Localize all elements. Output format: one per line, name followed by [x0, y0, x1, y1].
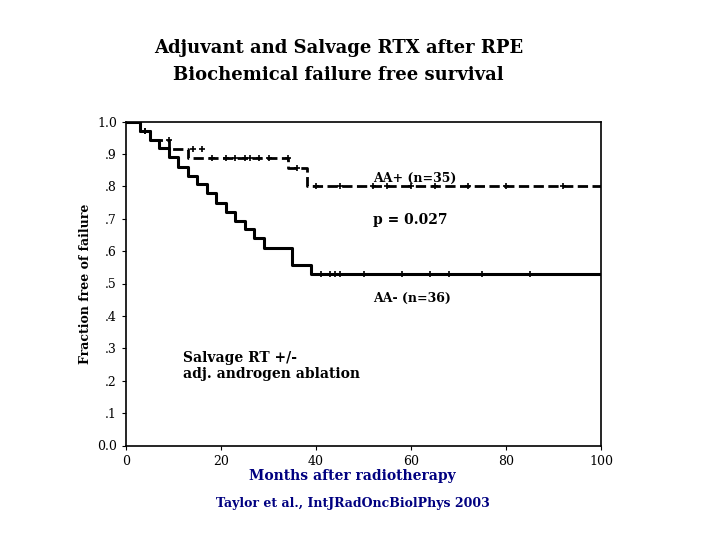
- Text: AA- (n=36): AA- (n=36): [373, 292, 451, 305]
- Y-axis label: Fraction free of failure: Fraction free of failure: [78, 204, 91, 363]
- Text: adj. androgen ablation: adj. androgen ablation: [183, 367, 360, 381]
- Text: Salvage RT +/-: Salvage RT +/-: [183, 351, 297, 365]
- Text: Taylor et al., IntJRadOncBiolPhys 2003: Taylor et al., IntJRadOncBiolPhys 2003: [216, 497, 490, 510]
- Text: Adjuvant and Salvage RTX after RPE: Adjuvant and Salvage RTX after RPE: [154, 39, 523, 57]
- Text: Months after radiotherapy: Months after radiotherapy: [249, 469, 456, 483]
- Text: AA+ (n=35): AA+ (n=35): [373, 172, 456, 185]
- Text: p = 0.027: p = 0.027: [373, 213, 448, 227]
- Text: Biochemical failure free survival: Biochemical failure free survival: [173, 66, 504, 84]
